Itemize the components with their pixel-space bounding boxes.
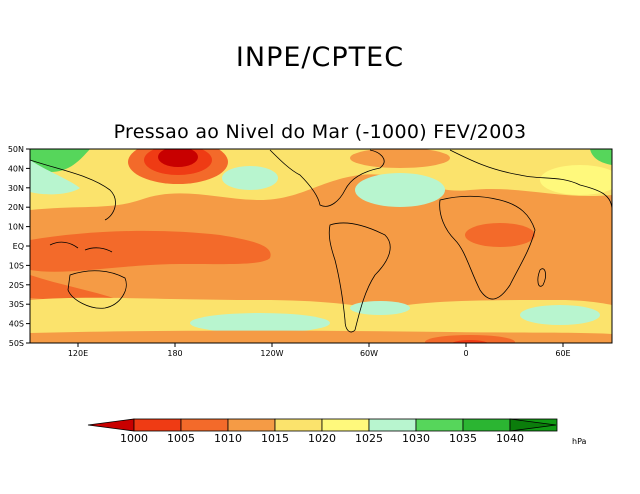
- lat-label: 40N: [8, 164, 24, 173]
- colorbar-tick: 1010: [214, 432, 242, 445]
- lon-label: 120E: [68, 349, 88, 358]
- lat-label: 50S: [9, 339, 24, 348]
- colorbar-tick: 1020: [308, 432, 336, 445]
- lat-label: 10N: [8, 223, 24, 232]
- lon-label: 60E: [555, 349, 570, 358]
- lon-label: 120W: [260, 349, 283, 358]
- lat-label: 30S: [9, 300, 24, 309]
- colorbar-tick: 1040: [496, 432, 524, 445]
- colorbar-tick: 1005: [167, 432, 195, 445]
- latitude-labels: 50N 40N 30N 20N 10N EQ 10S 20S 30S 40S 5…: [8, 145, 24, 348]
- colorbar-tick-labels: 1000 1005 1010 1015 1020 1025 1030 1035 …: [120, 432, 524, 445]
- institution-title: INPE/CPTEC: [235, 42, 405, 73]
- lat-label: 50N: [8, 145, 24, 154]
- colorbar-unit: hPa: [572, 437, 587, 446]
- lat-label: 10S: [9, 261, 24, 270]
- lon-label: 0: [463, 349, 468, 358]
- map-title: Pressao ao Nivel do Mar (-1000) FEV/2003: [113, 121, 527, 143]
- pressure-field: [30, 149, 612, 343]
- colorbar-swatch: [321, 418, 370, 432]
- lat-label: 20S: [9, 281, 24, 290]
- colorbar-swatch: [462, 418, 511, 432]
- colorbar-swatch: [133, 418, 182, 432]
- lon-label: 60W: [360, 349, 378, 358]
- colorbar: [87, 418, 558, 432]
- colorbar-swatch: [274, 418, 323, 432]
- lat-label: 40S: [9, 320, 24, 329]
- colorbar-swatch: [368, 418, 417, 432]
- colorbar-low-arrow: [87, 418, 135, 432]
- coastlines: [30, 149, 612, 333]
- colorbar-swatch: [227, 418, 276, 432]
- colorbar-tick: 1035: [449, 432, 477, 445]
- colorbar-tick: 1025: [355, 432, 383, 445]
- colorbar-tick: 1015: [261, 432, 289, 445]
- colorbar-tick: 1030: [402, 432, 430, 445]
- axis-ticks: [26, 148, 564, 347]
- colorbar-tick: 1000: [120, 432, 148, 445]
- lat-label: EQ: [13, 242, 24, 251]
- lat-label: 30N: [8, 184, 24, 193]
- longitude-labels: 120E 180 120W 60W 0 60E: [68, 349, 571, 358]
- colorbar-swatch: [180, 418, 229, 432]
- lon-label: 180: [167, 349, 182, 358]
- lat-label: 20N: [8, 203, 24, 212]
- colorbar-high-arrow: [509, 418, 557, 432]
- colorbar-swatch: [415, 418, 464, 432]
